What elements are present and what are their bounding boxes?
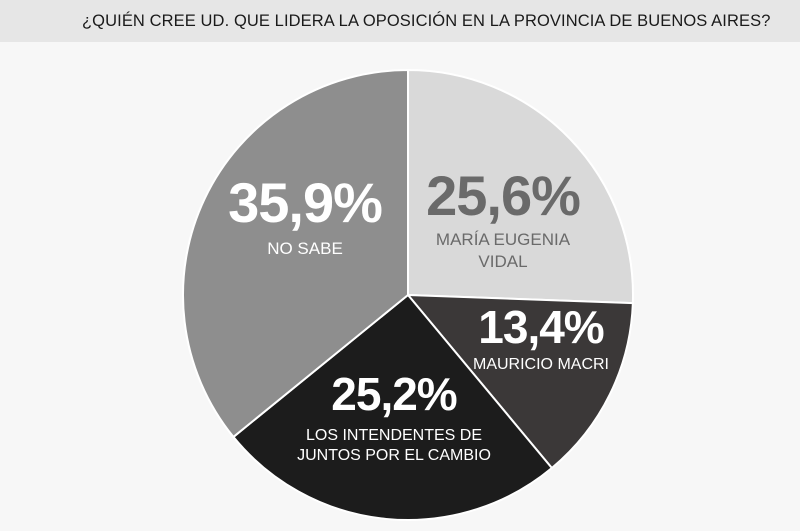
slice-name-vidal-1: MARÍA EUGENIA	[436, 230, 571, 249]
slice-value-no_sabe: 35,9%	[228, 171, 382, 234]
slice-value-intendentes: 25,2%	[331, 368, 457, 420]
slice-name-no_sabe-1: NO SABE	[267, 239, 343, 258]
chart-title: ¿QUIÉN CREE UD. QUE LIDERA LA OPOSICIÓN …	[82, 12, 771, 30]
pie-slice-intendentes	[232, 294, 553, 521]
slice-name-intendentes-2: JUNTOS POR EL CAMBIO	[297, 447, 491, 464]
pie-slice-macri	[407, 294, 634, 470]
slice-name-macri-1: MAURICIO MACRI	[473, 356, 609, 373]
pie-slices	[182, 69, 634, 521]
header-band: ¿QUIÉN CREE UD. QUE LIDERA LA OPOSICIÓN …	[0, 0, 800, 42]
pie-slice-vidal	[407, 69, 634, 305]
slice-value-vidal: 25,6%	[426, 164, 580, 227]
pie-labels: 25,6% MARÍA EUGENIA VIDAL 13,4% MAURICIO MAC…	[228, 164, 609, 464]
pie-slice-no_sabe	[182, 69, 409, 438]
slice-name-intendentes-1: LOS INTENDENTES DE	[306, 427, 482, 444]
slice-name-vidal-2: VIDAL	[478, 252, 527, 271]
slice-value-macri: 13,4%	[478, 301, 604, 353]
